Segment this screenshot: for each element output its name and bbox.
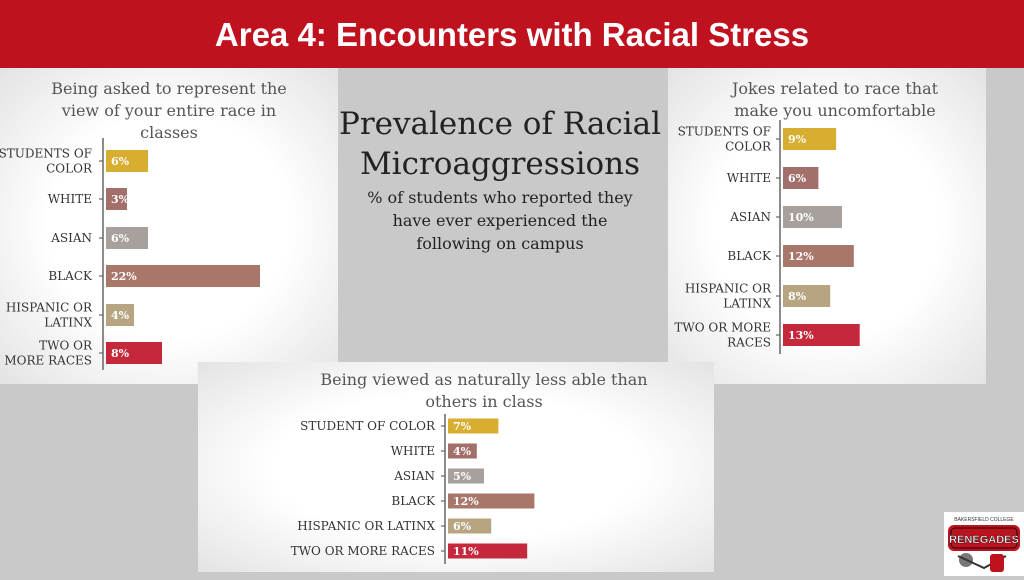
logo-small-text: BAKERSFIELD COLLEGE <box>954 517 1014 523</box>
bar <box>448 418 499 434</box>
panel-represent-race <box>0 68 338 384</box>
bar-value-label: 10% <box>788 211 814 224</box>
bar <box>783 167 819 189</box>
category-label: STUDENTS OF <box>678 125 771 139</box>
category-label: WHITE <box>48 192 92 206</box>
bar-value-label: 8% <box>111 347 130 360</box>
panel-title-jokes: Jokes related to race that make you unco… <box>690 78 980 122</box>
bar-value-label: 8% <box>788 290 807 303</box>
category-label: WHITE <box>727 171 771 185</box>
panel-title-line: Being asked to represent the <box>51 79 287 98</box>
bar-value-label: 6% <box>453 520 472 533</box>
category-label: BLACK <box>727 249 772 263</box>
category-label: ASIAN <box>393 469 435 483</box>
center-heading-block: Prevalence of Racial Microaggressions % … <box>336 104 664 255</box>
bar-value-label: 6% <box>111 232 130 245</box>
bar <box>783 206 842 228</box>
bar <box>783 285 831 307</box>
category-label: HISPANIC OR <box>6 301 93 315</box>
bar-value-label: 12% <box>788 250 814 263</box>
category-label: TWO OR MORE RACES <box>291 544 435 558</box>
bar-value-label: 6% <box>788 172 807 185</box>
bar <box>448 468 484 484</box>
category-label: ASIAN <box>50 231 92 245</box>
bar-value-label: 4% <box>453 445 472 458</box>
center-subtitle-line: have ever experienced the <box>392 211 608 230</box>
bar <box>783 128 837 150</box>
center-subtitle-line: following on campus <box>416 234 584 253</box>
category-label: TWO OR <box>39 339 93 353</box>
category-label: TWO OR MORE <box>674 321 771 335</box>
bar-value-label: 13% <box>788 329 814 342</box>
bar <box>106 150 148 172</box>
bar <box>106 342 162 364</box>
category-label: WHITE <box>391 444 435 458</box>
panel-title-line: make you uncomfortable <box>734 101 936 120</box>
category-label: MORE RACES <box>4 354 92 368</box>
college-logo: BAKERSFIELD COLLEGE RENEGADES <box>944 512 1024 576</box>
category-label: HISPANIC OR <box>685 282 772 296</box>
center-heading-line: Prevalence of Racial <box>338 106 661 142</box>
bar <box>783 245 854 267</box>
header-bar: Area 4: Encounters with Racial Stress <box>0 0 1024 68</box>
bar-value-label: 3% <box>111 193 130 206</box>
bar-value-label: 7% <box>453 420 472 433</box>
bar-value-label: 12% <box>453 495 479 508</box>
renegades-logo-icon: BAKERSFIELD COLLEGE RENEGADES <box>948 517 1020 572</box>
bar-value-label: 22% <box>111 270 137 283</box>
bar-value-label: 5% <box>453 470 472 483</box>
panel-less-able <box>198 362 714 572</box>
panel-title-line: Jokes related to race that <box>731 79 939 98</box>
bar-value-label: 9% <box>788 133 807 146</box>
category-label: LATINX <box>44 316 92 330</box>
bar <box>448 493 535 509</box>
panel-title-line: classes <box>140 123 198 142</box>
center-heading: Prevalence of Racial Microaggressions <box>336 104 664 184</box>
panel-title-line: others in class <box>425 392 543 411</box>
category-label: BLACK <box>391 494 436 508</box>
page-title: Area 4: Encounters with Racial Stress <box>214 16 810 53</box>
bar <box>106 227 148 249</box>
category-label: COLOR <box>46 162 93 176</box>
category-label: LATINX <box>723 297 771 311</box>
bar <box>106 265 260 287</box>
center-subtitle-line: % of students who reported they <box>367 188 633 207</box>
category-label: RACES <box>727 336 771 350</box>
bar-value-label: 4% <box>111 309 130 322</box>
bar <box>106 188 127 210</box>
bar <box>448 443 477 459</box>
category-label: BLACK <box>48 269 93 283</box>
panel-title-represent-race: Being asked to represent the view of you… <box>14 78 324 144</box>
category-label: STUDENTS OF <box>0 147 92 161</box>
bar <box>448 518 492 534</box>
bar <box>448 543 528 559</box>
category-label: COLOR <box>725 140 772 154</box>
bar <box>106 304 134 326</box>
category-label: HISPANIC OR LATINX <box>297 519 435 533</box>
panel-title-less-able: Being viewed as naturally less able than… <box>270 369 698 413</box>
bar <box>783 324 860 346</box>
bar-value-label: 6% <box>111 155 130 168</box>
bar-value-label: 11% <box>453 545 479 558</box>
panel-title-line: Being viewed as naturally less able than <box>320 370 648 389</box>
category-label: ASIAN <box>729 210 771 224</box>
category-label: STUDENT OF COLOR <box>300 419 436 433</box>
center-heading-line: Microaggressions <box>359 146 641 182</box>
logo-main-text: RENEGADES <box>949 534 1019 546</box>
panel-title-line: view of your entire race in <box>61 101 277 120</box>
center-subtitle: % of students who reported they have eve… <box>336 186 664 255</box>
